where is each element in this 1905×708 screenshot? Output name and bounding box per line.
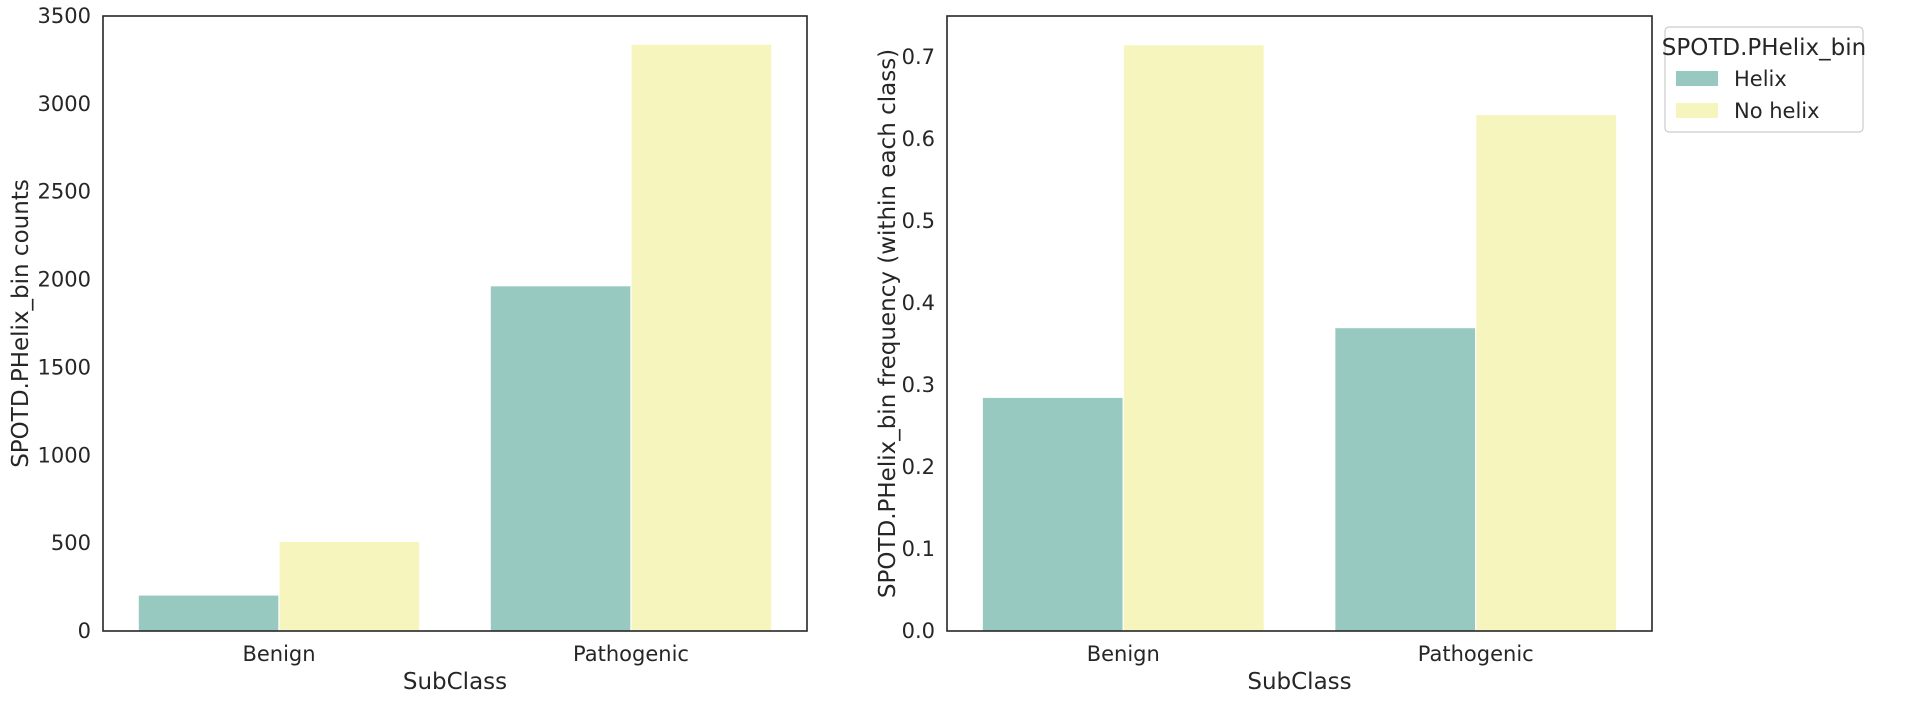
- x-tick-label: Benign: [242, 642, 315, 666]
- y-tick-label: 2500: [38, 180, 91, 204]
- y-tick-label: 500: [51, 531, 91, 555]
- bar-no-helix-pathogenic: [1475, 113, 1618, 632]
- y-tick-label: 0.5: [902, 209, 935, 233]
- y-tick-label: 0.3: [902, 373, 935, 397]
- y-tick-label: 1500: [38, 355, 91, 379]
- y-tick-label: 0.2: [902, 455, 935, 479]
- bar-helix-pathogenic: [489, 285, 632, 632]
- axes-frame: [946, 15, 1653, 632]
- x-tick-label: Pathogenic: [1418, 642, 1534, 666]
- bar-helix-pathogenic: [1334, 327, 1477, 632]
- x-axis-title: SubClass: [1247, 669, 1351, 695]
- legend: SPOTD.PHelix_bin Helix No helix: [1662, 26, 1866, 133]
- y-tick-label: 0.6: [902, 127, 935, 151]
- bar-helix-benign: [137, 594, 280, 632]
- y-tick-label: 3000: [38, 92, 91, 116]
- bar-no-helix-benign: [278, 540, 421, 632]
- y-axis-title: SPOTD.PHelix_bin counts: [8, 179, 34, 468]
- bar-no-helix-pathogenic: [630, 43, 773, 632]
- y-tick-label: 2000: [38, 268, 91, 292]
- x-tick-label: Pathogenic: [573, 642, 689, 666]
- y-tick-label: 3500: [38, 4, 91, 28]
- legend-swatch-helix: [1676, 71, 1718, 86]
- chart-right-frequency: 0.0 0.1 0.2 0.3 0.4 0.5 0.6 0.7 Benign Pathogenic…: [875, 15, 1653, 695]
- chart-left-counts: 0 500 1000 1500 2000 2500 3000 3500 Benign Pathog…: [8, 4, 808, 695]
- bar-no-helix-benign: [1122, 44, 1265, 632]
- axes-frame: [102, 15, 808, 632]
- y-tick-label: 0.7: [902, 45, 935, 69]
- legend-label-no-helix: No helix: [1734, 99, 1820, 123]
- legend-label-helix: Helix: [1734, 67, 1787, 91]
- y-tick-label: 0.1: [902, 537, 935, 561]
- y-tick-label: 0.0: [902, 619, 935, 643]
- x-axis-title: SubClass: [403, 669, 507, 695]
- x-tick-label: Benign: [1087, 642, 1160, 666]
- y-tick-label: 0.4: [902, 291, 935, 315]
- y-tick-label: 1000: [38, 443, 91, 467]
- bar-helix-benign: [981, 396, 1124, 632]
- y-axis-title: SPOTD.PHelix_bin frequency (within each …: [875, 49, 901, 598]
- legend-title: SPOTD.PHelix_bin: [1662, 35, 1866, 61]
- y-tick-label: 0: [78, 619, 91, 643]
- legend-swatch-no-helix: [1676, 103, 1718, 118]
